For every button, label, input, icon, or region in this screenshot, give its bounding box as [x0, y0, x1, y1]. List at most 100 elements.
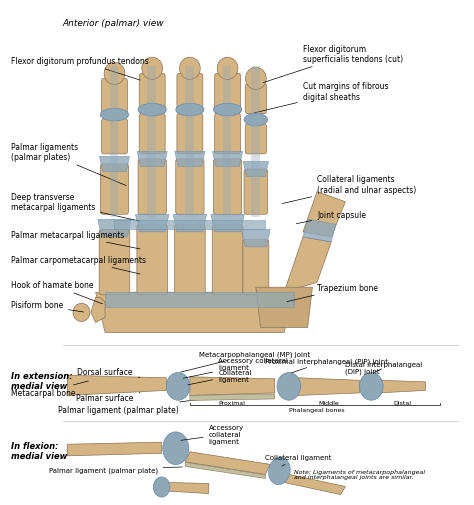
- Text: Deep transverse
metacarpal ligaments: Deep transverse metacarpal ligaments: [11, 192, 140, 222]
- Bar: [147, 67, 156, 217]
- Ellipse shape: [359, 373, 383, 400]
- FancyBboxPatch shape: [177, 74, 203, 115]
- Polygon shape: [96, 293, 293, 333]
- Polygon shape: [284, 475, 346, 494]
- FancyBboxPatch shape: [139, 74, 165, 115]
- FancyBboxPatch shape: [101, 79, 128, 115]
- FancyBboxPatch shape: [100, 165, 128, 215]
- Text: Proximal interphalangeal (PIP) joint: Proximal interphalangeal (PIP) joint: [265, 358, 388, 373]
- Bar: [110, 67, 118, 217]
- Text: Palmar metacarpal ligaments: Palmar metacarpal ligaments: [11, 230, 140, 249]
- FancyBboxPatch shape: [139, 115, 165, 155]
- Ellipse shape: [154, 477, 170, 497]
- Polygon shape: [175, 152, 205, 167]
- Polygon shape: [190, 394, 275, 400]
- Text: Pisiform bone: Pisiform bone: [11, 301, 83, 313]
- Text: Note: Ligaments of metacarpophalangeal
and interphalangeal joints are similar.: Note: Ligaments of metacarpophalangeal a…: [293, 469, 425, 480]
- Ellipse shape: [163, 432, 189, 465]
- Text: In flexion:
medial view: In flexion: medial view: [11, 441, 67, 461]
- Polygon shape: [303, 192, 346, 237]
- FancyBboxPatch shape: [245, 124, 266, 155]
- Text: Metacarpophalangeal (MP) joint: Metacarpophalangeal (MP) joint: [181, 350, 310, 372]
- FancyBboxPatch shape: [245, 84, 266, 115]
- Text: Proximal: Proximal: [219, 400, 246, 406]
- Text: Collateral ligaments
(radial and ulnar aspects): Collateral ligaments (radial and ulnar a…: [282, 175, 416, 204]
- FancyBboxPatch shape: [212, 225, 243, 295]
- FancyBboxPatch shape: [101, 119, 128, 155]
- Ellipse shape: [244, 114, 268, 127]
- Circle shape: [217, 58, 238, 80]
- Text: Flexor digitorum
superficialis tendons (cut): Flexor digitorum superficialis tendons (…: [263, 44, 403, 83]
- FancyBboxPatch shape: [99, 230, 130, 295]
- Text: Joint capsule: Joint capsule: [296, 211, 366, 224]
- FancyBboxPatch shape: [215, 74, 240, 115]
- Polygon shape: [67, 442, 162, 456]
- Text: Palmar carpometacarpal ligaments: Palmar carpometacarpal ligaments: [11, 256, 146, 274]
- Bar: [115, 221, 265, 230]
- Polygon shape: [67, 376, 166, 395]
- Polygon shape: [137, 152, 167, 167]
- Polygon shape: [105, 293, 293, 308]
- Polygon shape: [190, 377, 275, 395]
- Circle shape: [73, 304, 90, 322]
- Text: Accessory
collateral
ligament: Accessory collateral ligament: [181, 424, 244, 444]
- Text: Distal: Distal: [394, 400, 412, 406]
- FancyBboxPatch shape: [213, 160, 242, 215]
- Circle shape: [246, 68, 266, 90]
- FancyBboxPatch shape: [215, 115, 240, 155]
- Text: Hook of hamate bone: Hook of hamate bone: [11, 281, 102, 304]
- Polygon shape: [185, 463, 265, 479]
- Text: Phalangeal bones: Phalangeal bones: [289, 407, 345, 412]
- Polygon shape: [166, 482, 209, 493]
- Polygon shape: [98, 220, 131, 237]
- Text: Distal interphalangeal
(DIP) joint: Distal interphalangeal (DIP) joint: [346, 361, 423, 375]
- Polygon shape: [91, 298, 105, 323]
- Ellipse shape: [166, 373, 190, 400]
- FancyBboxPatch shape: [176, 160, 204, 215]
- Text: In extension:
medial view: In extension: medial view: [11, 371, 73, 390]
- FancyBboxPatch shape: [138, 160, 166, 215]
- Polygon shape: [173, 215, 207, 232]
- Bar: [185, 67, 194, 217]
- Polygon shape: [185, 452, 270, 475]
- Bar: [251, 67, 260, 217]
- Text: Palmar ligament (palmar plate): Palmar ligament (palmar plate): [58, 400, 197, 414]
- Polygon shape: [298, 378, 359, 395]
- Polygon shape: [100, 157, 129, 172]
- Polygon shape: [303, 220, 336, 242]
- FancyBboxPatch shape: [137, 225, 167, 295]
- Ellipse shape: [269, 458, 290, 485]
- Polygon shape: [284, 237, 331, 293]
- Text: Cut margins of fibrous
digital sheaths: Cut margins of fibrous digital sheaths: [254, 82, 389, 114]
- Polygon shape: [378, 381, 426, 393]
- Polygon shape: [211, 215, 244, 232]
- FancyBboxPatch shape: [174, 225, 205, 295]
- Ellipse shape: [213, 104, 242, 117]
- Ellipse shape: [176, 104, 204, 117]
- Text: Metacarpal bone: Metacarpal bone: [11, 381, 88, 397]
- Ellipse shape: [100, 109, 128, 122]
- Polygon shape: [256, 288, 312, 328]
- Circle shape: [104, 63, 125, 85]
- Text: Dorsal surface: Dorsal surface: [77, 368, 140, 378]
- Polygon shape: [241, 230, 270, 247]
- Circle shape: [180, 58, 200, 80]
- FancyBboxPatch shape: [177, 115, 203, 155]
- Text: Trapezium bone: Trapezium bone: [287, 283, 378, 302]
- Polygon shape: [243, 162, 269, 177]
- Text: Anterior (palmar) view: Anterior (palmar) view: [63, 19, 164, 28]
- Circle shape: [142, 58, 163, 80]
- FancyBboxPatch shape: [243, 240, 269, 295]
- FancyBboxPatch shape: [244, 170, 268, 215]
- Text: Collateral ligament: Collateral ligament: [265, 454, 332, 466]
- Text: Palmar ligament (palmar plate): Palmar ligament (palmar plate): [48, 466, 182, 473]
- Text: Middle: Middle: [319, 400, 339, 406]
- Ellipse shape: [138, 104, 166, 117]
- Polygon shape: [212, 152, 243, 167]
- Text: Palmar ligaments
(palmar plates): Palmar ligaments (palmar plates): [11, 142, 126, 186]
- Bar: [223, 67, 231, 217]
- Text: Collateral
ligament: Collateral ligament: [188, 369, 252, 385]
- Polygon shape: [136, 215, 169, 232]
- Text: Flexor digitorum profundus tendons: Flexor digitorum profundus tendons: [11, 57, 148, 81]
- Text: Palmar surface: Palmar surface: [76, 392, 140, 402]
